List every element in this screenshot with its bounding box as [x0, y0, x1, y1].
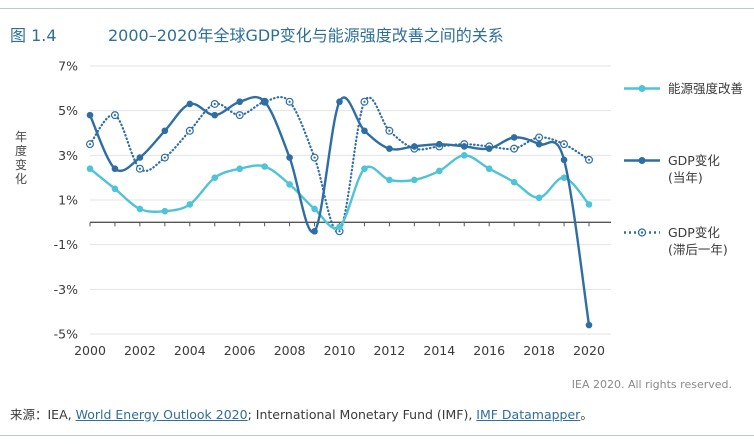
y-tick-label: 7% — [58, 59, 78, 74]
x-tick-label: 2004 — [174, 343, 206, 358]
x-tick-label: 2016 — [473, 343, 505, 358]
y-tick-label: 5% — [58, 103, 78, 118]
x-tick-label: 2012 — [373, 343, 405, 358]
data-point — [161, 207, 169, 215]
data-point — [236, 98, 243, 106]
data-point — [336, 223, 343, 231]
x-tick-label: 2002 — [124, 343, 156, 358]
data-point — [411, 176, 418, 184]
data-point — [261, 163, 268, 170]
data-point — [286, 154, 293, 161]
data-point — [585, 201, 593, 208]
data-point — [460, 152, 468, 159]
source-link-imf[interactable]: IMF Datamapper — [476, 407, 581, 422]
y-tick-label: 3% — [58, 148, 78, 163]
figure-number: 图 1.4 — [10, 26, 57, 45]
figure-title: 2000–2020年全球GDP变化与能源强度改善之间的关系 — [108, 26, 504, 45]
data-point-ring-center — [587, 158, 591, 161]
y-tick-label: -5% — [54, 327, 78, 342]
data-point — [336, 98, 343, 106]
data-point — [311, 227, 318, 235]
x-tick-label: 2000 — [74, 343, 106, 358]
x-tick-label: 2018 — [523, 343, 555, 358]
series-line-0 — [88, 154, 591, 230]
data-point — [510, 178, 518, 186]
data-point — [535, 140, 543, 148]
legend-label-gdp-lag: GDP变化 (滞后一年) — [668, 225, 728, 257]
data-point — [161, 127, 169, 135]
data-point-ring-center — [338, 230, 341, 233]
data-point-ring-center — [163, 156, 166, 159]
x-tick-label: 2014 — [423, 343, 455, 358]
source-prefix: 来源：IEA, — [10, 407, 76, 422]
data-point — [236, 165, 243, 173]
bottom-divider — [0, 435, 754, 436]
data-point — [136, 154, 144, 161]
data-point — [585, 321, 593, 329]
data-point — [136, 205, 144, 213]
legend-label-energy: 能源强度改善 — [668, 81, 744, 96]
data-point-ring-center — [562, 143, 566, 146]
data-point-ring-center — [388, 129, 391, 132]
y-axis-label: 年度变化 — [14, 130, 27, 186]
data-point — [261, 98, 268, 106]
data-point-ring-center — [238, 114, 241, 117]
data-point — [411, 143, 418, 150]
x-tick-label: 2006 — [224, 343, 256, 358]
data-point — [111, 165, 119, 173]
data-point-ring-center — [138, 167, 141, 170]
data-point — [560, 156, 568, 164]
source-link-weo[interactable]: World Energy Outlook 2020 — [75, 407, 248, 422]
data-point — [86, 165, 94, 173]
data-point — [361, 127, 368, 135]
data-point-ring-center — [538, 136, 541, 139]
data-point — [560, 174, 568, 181]
data-point — [211, 174, 219, 181]
source-note: 来源：IEA, World Energy Outlook 2020; Inter… — [10, 404, 593, 423]
legend-label-gdp: GDP变化 (当年) — [668, 153, 720, 185]
copyright-note: IEA 2020. All rights reserved. — [571, 378, 732, 391]
x-tick-label: 2020 — [573, 343, 605, 358]
data-point — [86, 111, 94, 119]
y-tick-label: -1% — [54, 237, 78, 252]
data-point — [436, 140, 443, 148]
data-point — [186, 201, 194, 208]
data-point — [386, 145, 393, 152]
data-point-ring-center — [113, 114, 117, 117]
data-point — [361, 165, 368, 173]
legend-swatch-gdp — [624, 157, 660, 164]
data-point-ring-center — [363, 100, 366, 103]
data-point-ring-center — [188, 129, 191, 132]
data-point — [436, 167, 443, 175]
legend-swatch-gdp-lag — [624, 228, 660, 237]
chart-canvas: -5% -3% -1% 1% 3% 5% 7% 2000 2002 2004 2006 2008 201… — [54, 59, 611, 358]
data-point — [311, 205, 318, 213]
data-point — [211, 111, 219, 119]
source-suffix: 。 — [580, 407, 593, 422]
x-tick-label: 2010 — [324, 343, 356, 358]
data-point-ring-center — [288, 100, 291, 103]
top-divider — [0, 8, 754, 9]
source-middle: ; International Monetary Fund (IMF), — [247, 407, 477, 422]
data-point — [111, 185, 119, 193]
data-point — [386, 176, 393, 184]
data-point-ring-center — [88, 143, 92, 146]
x-tick-label: 2008 — [274, 343, 306, 358]
data-point — [485, 165, 493, 173]
figure-header: 图 1.4 2000–2020年全球GDP变化与能源强度改善之间的关系 — [10, 22, 750, 48]
data-point-ring-center — [213, 102, 216, 106]
data-point — [485, 145, 493, 152]
data-point — [286, 181, 293, 188]
data-point-ring-center — [513, 147, 516, 150]
data-point — [535, 194, 543, 202]
y-tick-label: 1% — [58, 193, 78, 208]
legend-swatch-energy — [624, 85, 660, 92]
data-point — [186, 100, 194, 108]
data-point — [510, 134, 518, 141]
data-point-ring-center — [313, 156, 316, 159]
y-tick-label: -3% — [54, 282, 78, 297]
data-point — [460, 143, 468, 150]
